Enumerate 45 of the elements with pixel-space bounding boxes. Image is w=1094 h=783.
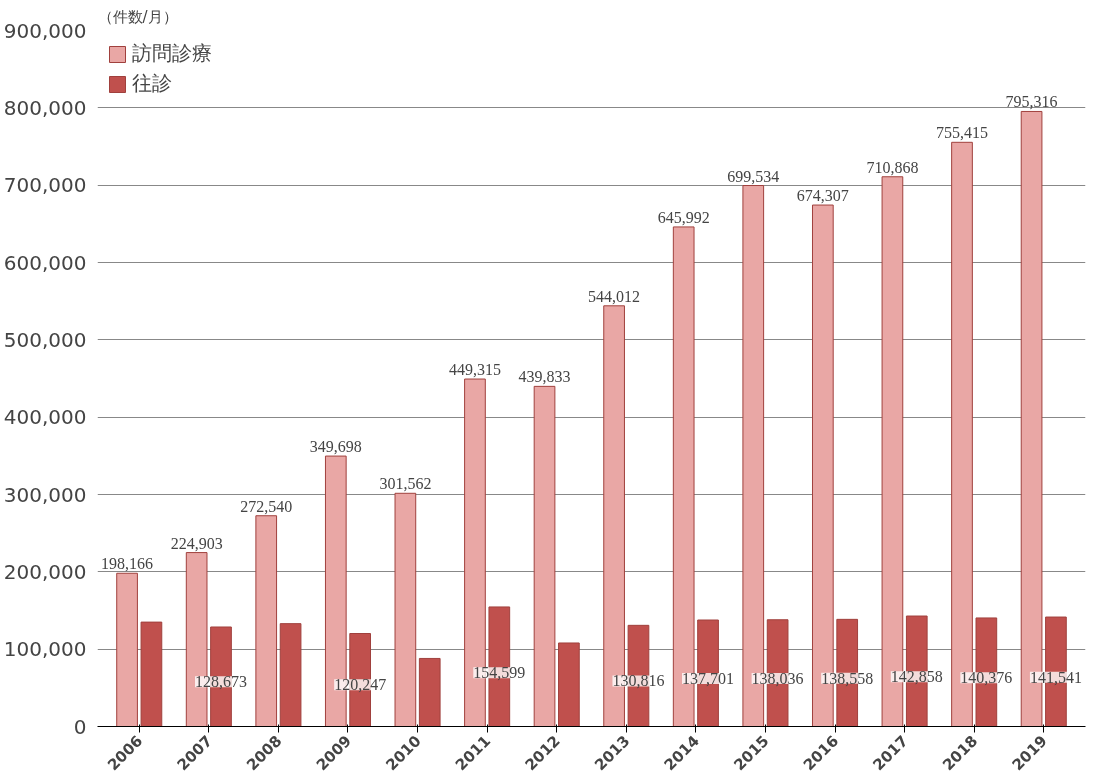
data-label: 138,036 bbox=[751, 669, 804, 687]
y-tick-label: 800,000 bbox=[3, 95, 87, 120]
bar bbox=[533, 385, 556, 727]
y-tick-label: 200,000 bbox=[3, 559, 87, 584]
data-label: 128,673 bbox=[195, 673, 247, 691]
y-tick-label: 900,000 bbox=[3, 18, 87, 43]
bar bbox=[394, 492, 417, 727]
y-tick-label: 0 bbox=[73, 714, 87, 739]
data-label: 645,992 bbox=[657, 208, 710, 226]
data-label: 120,247 bbox=[334, 676, 387, 694]
data-label: 224,903 bbox=[170, 534, 223, 552]
y-tick-label: 100,000 bbox=[3, 637, 87, 662]
y-tick-label: 600,000 bbox=[3, 250, 87, 275]
data-label: 301,562 bbox=[379, 475, 432, 493]
data-label: 349,698 bbox=[309, 438, 362, 456]
bar bbox=[140, 621, 163, 727]
y-tick-label: 500,000 bbox=[3, 327, 87, 352]
data-label: 154,599 bbox=[473, 664, 526, 682]
legend-label: 訪問診療 bbox=[132, 40, 212, 67]
data-label: 755,415 bbox=[936, 124, 988, 142]
data-label: 140,376 bbox=[960, 669, 1013, 687]
data-label: 137,701 bbox=[682, 670, 735, 688]
data-label: 544,012 bbox=[588, 287, 641, 305]
y-axis-title: （件数/月） bbox=[97, 7, 178, 26]
data-label: 699,534 bbox=[727, 167, 780, 185]
data-label: 449,315 bbox=[448, 361, 501, 379]
y-tick-label: 700,000 bbox=[3, 173, 87, 198]
y-tick-label: 400,000 bbox=[3, 405, 87, 430]
bar bbox=[279, 623, 302, 727]
data-label: 674,307 bbox=[796, 187, 849, 205]
data-label: 142,858 bbox=[890, 668, 943, 686]
bar bbox=[116, 572, 138, 727]
data-label: 710,868 bbox=[866, 158, 919, 176]
data-label: 130,816 bbox=[612, 672, 665, 690]
y-tick-label: 300,000 bbox=[3, 482, 87, 507]
legend-label: 往診 bbox=[132, 70, 172, 97]
data-label: 141,541 bbox=[1029, 668, 1082, 686]
data-label: 198,166 bbox=[101, 555, 154, 573]
data-label: 795,316 bbox=[1005, 93, 1058, 111]
data-label: 138,558 bbox=[821, 669, 874, 687]
bar bbox=[558, 642, 580, 727]
data-label: 439,833 bbox=[518, 368, 571, 386]
bar bbox=[255, 515, 278, 727]
bar bbox=[418, 657, 441, 727]
data-label: 272,540 bbox=[240, 497, 293, 515]
